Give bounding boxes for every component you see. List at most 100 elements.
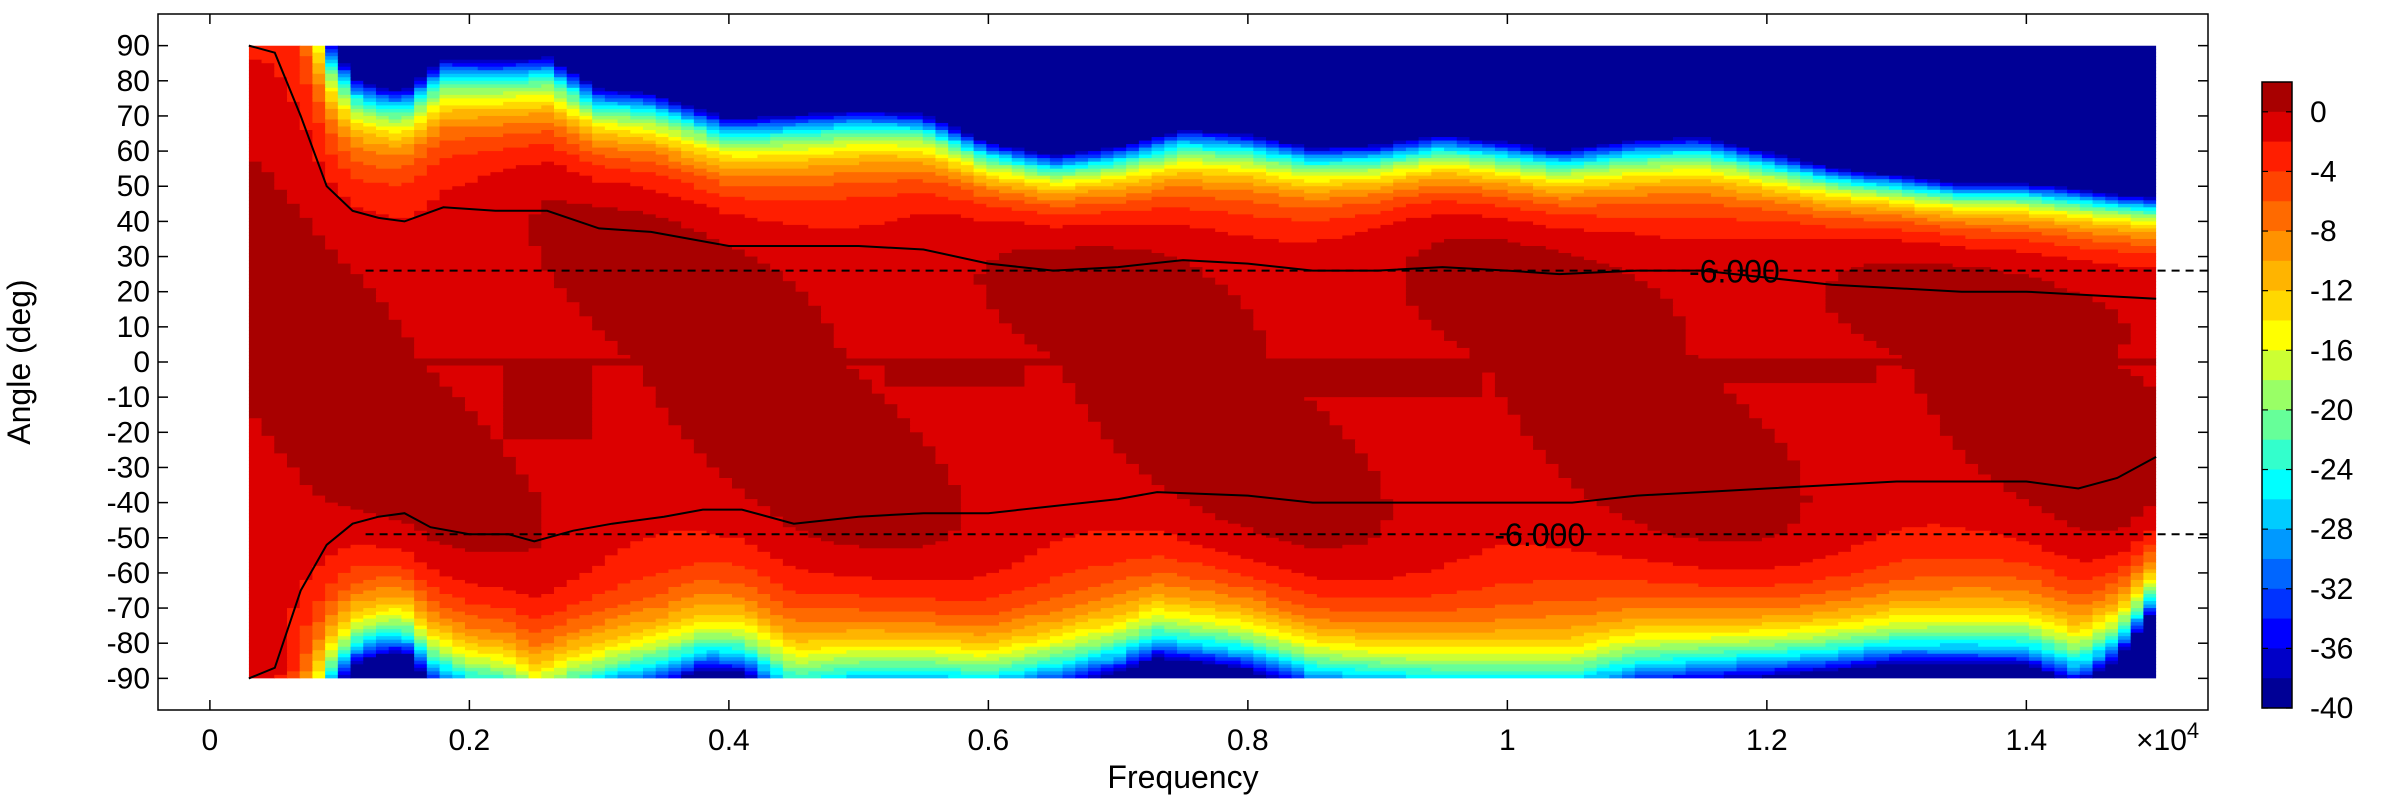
heatmap-cell (337, 657, 352, 662)
heatmap-cell (566, 168, 631, 173)
heatmap-cell (515, 625, 555, 630)
heatmap-cell (1482, 376, 1496, 381)
heatmap-cell (1634, 625, 1801, 630)
heatmap-cell (286, 653, 301, 658)
heatmap-cell (1075, 671, 1089, 676)
heatmap-cell (2092, 576, 2119, 581)
heatmap-cell (350, 172, 428, 177)
heatmap-cell (337, 629, 352, 634)
heatmap-cell (503, 379, 593, 384)
heatmap-cell (2054, 674, 2068, 679)
heatmap-cell (566, 140, 593, 145)
heatmap-cell (1520, 242, 1941, 247)
heatmap-cell (1024, 179, 1051, 184)
heatmap-cell (782, 657, 835, 662)
heatmap-cell (604, 590, 670, 595)
heatmap-cell (960, 186, 987, 191)
heatmap-cell (1049, 158, 1064, 163)
heatmap-cell (1393, 207, 1521, 212)
heatmap-cell (2092, 674, 2157, 679)
heatmap-cell (617, 340, 835, 346)
heatmap-cell (248, 572, 313, 578)
heatmap-cell (248, 281, 364, 286)
heatmap-cell (1215, 601, 1267, 606)
heatmap-cell (261, 161, 326, 166)
heatmap-cell (1482, 193, 1534, 198)
heatmap-cell (1876, 664, 2030, 669)
heatmap-cell (464, 548, 530, 553)
heatmap-cell (668, 660, 682, 665)
heatmap-cell (363, 636, 377, 641)
heatmap-cell (1583, 228, 1903, 233)
heatmap-cell (325, 52, 339, 57)
heatmap-cell (2092, 611, 2106, 616)
heatmap-cell (986, 140, 1140, 145)
heatmap-cell (604, 622, 631, 627)
heatmap-cell (693, 446, 937, 451)
heatmap-cell (592, 432, 682, 437)
heatmap-cell (363, 137, 390, 142)
heatmap-cell (2143, 569, 2157, 574)
heatmap-cell (630, 354, 848, 360)
heatmap-cell (2028, 238, 2094, 244)
heatmap-cell (464, 660, 504, 665)
heatmap-cell (2105, 639, 2119, 644)
heatmap-cell (2092, 660, 2106, 665)
heatmap-cell (744, 597, 771, 602)
heatmap-cell (1316, 639, 1598, 644)
heatmap-cell (1952, 435, 2157, 440)
heatmap-cell (1749, 629, 1827, 634)
heatmap-cell (2130, 340, 2157, 346)
heatmap-cell (312, 84, 326, 89)
colorbar-band (2262, 678, 2292, 709)
heatmap-cell (312, 108, 326, 114)
heatmap-cell (1062, 671, 1076, 676)
heatmap-cell (1113, 594, 1153, 599)
heatmap-cell (2028, 646, 2043, 651)
heatmap-cell (350, 674, 428, 679)
heatmap-cell (1685, 330, 1852, 335)
heatmap-cell (1380, 158, 1407, 163)
heatmap-cell (541, 506, 771, 511)
heatmap-cell (1151, 657, 1165, 662)
heatmap-cell (388, 94, 403, 99)
heatmap-cell (477, 421, 504, 426)
heatmap-cell (566, 151, 593, 156)
heatmap-cell (1215, 579, 1267, 585)
heatmap-cell (1494, 165, 1521, 170)
heatmap-cell (592, 319, 822, 324)
heatmap-cell (248, 449, 275, 454)
heatmap-cell (248, 463, 288, 469)
heatmap-cell (693, 130, 708, 135)
heatmap-cell (1037, 583, 1102, 588)
heatmap-cell (1507, 140, 1623, 145)
heatmap-cell (414, 643, 428, 648)
heatmap-cell (1622, 671, 1636, 676)
heatmap-cell (592, 98, 606, 103)
heatmap-cell (2028, 541, 2132, 546)
heatmap-cell (935, 130, 949, 135)
heatmap-cell (693, 594, 733, 599)
heatmap-cell (693, 442, 924, 447)
heatmap-cell (681, 667, 695, 672)
heatmap-cell (350, 133, 377, 138)
heatmap-cell (2079, 664, 2094, 669)
heatmap-cell (350, 615, 364, 620)
heatmap-cell (1634, 674, 1674, 679)
heatmap-cell (1761, 161, 1776, 166)
heatmap-cell (1850, 548, 2043, 553)
heatmap-cell (757, 611, 771, 616)
heatmap-cell (312, 492, 542, 497)
heatmap-cell (1482, 390, 1496, 395)
heatmap-cell (592, 326, 835, 331)
heatmap-cell (1825, 590, 1890, 595)
heatmap-cell (1151, 189, 1254, 194)
heatmap-cell (439, 84, 542, 89)
heatmap-cell (528, 242, 720, 247)
heatmap-cell (617, 583, 682, 588)
heatmap-cell (1825, 189, 1852, 194)
heatmap-cell (655, 646, 670, 651)
heatmap-cell (337, 660, 352, 665)
heatmap-cell (935, 154, 949, 159)
heatmap-cell (1876, 372, 1916, 377)
